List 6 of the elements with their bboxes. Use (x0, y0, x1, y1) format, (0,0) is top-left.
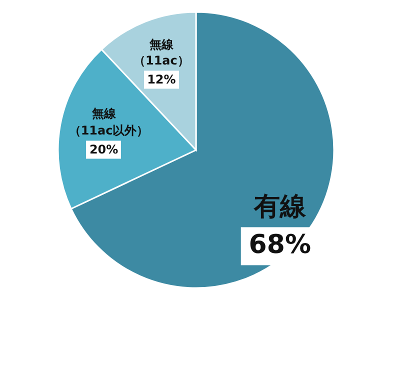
data-label: 68% (240, 227, 320, 266)
data-label: 12% (144, 70, 179, 90)
slice-label: 有線 (252, 191, 307, 224)
slice-label: 無線（11ac以外） (68, 106, 149, 138)
data-label: 20% (86, 140, 122, 159)
slice-label: 無線（11ac） (132, 36, 190, 69)
